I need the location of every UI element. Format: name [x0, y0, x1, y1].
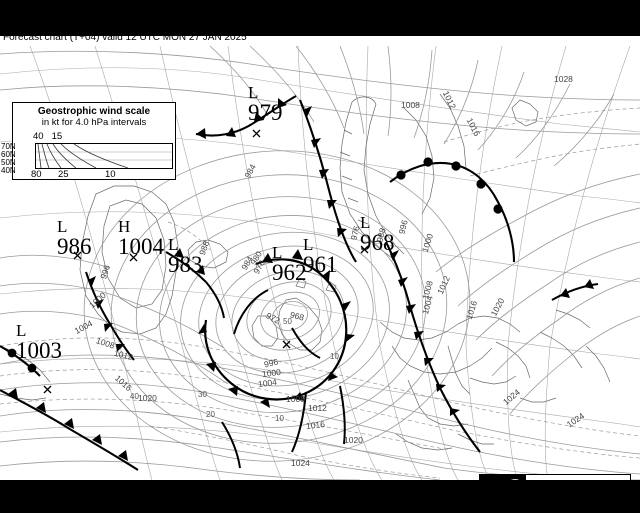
chart-title-strip: Forecast chart (T+04) valid 12 UTC MON 2…	[0, 36, 640, 48]
isobar-label: 1008	[286, 394, 305, 404]
geostrophic-wind-scale-legend: Geostrophic wind scale in kt for 4.0 hPa…	[1, 102, 176, 180]
pressure-centre-low-986: L 986	[57, 218, 92, 258]
wind-scale-top-values: 40 15	[33, 131, 70, 142]
page-title: Forecast chart (T+04) valid 12 UTC MON 2…	[3, 36, 247, 43]
wind-scale-bottom-value: 10	[105, 169, 116, 180]
wind-scale-latitude: 70N	[1, 142, 16, 151]
pressure-centre-low-961: L 961	[303, 236, 338, 276]
pressure-type-label: L	[16, 321, 27, 340]
pressure-centre-low-1003: L 1003	[16, 322, 62, 362]
pressure-value-label: 968	[360, 230, 395, 255]
wind-scale-grid	[35, 143, 173, 169]
pressure-centre-high-1004: H 1004	[118, 218, 164, 258]
wind-scale-latitude: 50N	[1, 158, 16, 167]
pressure-value-label: 961	[303, 252, 338, 277]
pressure-centre-low-968: L 968	[360, 214, 395, 254]
pressure-value-label: 986	[57, 234, 92, 259]
pressure-value-label: 979	[248, 100, 283, 125]
map-panel[interactable]: L 979 L 986 H 1004 L 983 L 968 L 962 L 9…	[0, 46, 640, 480]
wind-scale-bottom-value: 80	[31, 169, 42, 180]
longitude-label: 10	[275, 414, 284, 423]
bottom-black-bar	[0, 480, 640, 513]
wind-scale-subtitle: in kt for 4.0 hPa intervals	[41, 117, 147, 128]
pressure-centre-low-979: L 979	[248, 84, 283, 124]
isobar-label: 1020	[344, 435, 363, 445]
pressure-centre-low-962: L 962	[272, 244, 307, 284]
longitude-label: 10	[330, 352, 339, 361]
wind-scale-top-value: 40	[33, 131, 44, 142]
pressure-type-label: L	[248, 83, 259, 102]
longitude-label: 20	[206, 410, 215, 419]
synoptic-map-graphics	[0, 46, 640, 480]
isobar-label: 1016	[305, 419, 326, 431]
pressure-value-label: 1004	[118, 234, 164, 259]
pressure-value-label: 983	[168, 252, 203, 277]
longitude-label: 30	[198, 390, 207, 399]
pressure-value-label: 1003	[16, 338, 62, 363]
isobar-label: 1012	[308, 403, 327, 413]
pressure-type-label: L	[360, 213, 371, 232]
wind-scale-bottom-value: 25	[58, 169, 69, 180]
wind-scale-title: Geostrophic wind scale	[37, 106, 151, 117]
pressure-type-label: L	[57, 217, 68, 236]
isobar-label: 1024	[291, 458, 310, 468]
longitude-label: 50	[283, 317, 292, 326]
met-office-logo-icon: Met Office	[480, 475, 526, 480]
isobar-label: 1028	[554, 74, 573, 84]
longitude-label: 40	[130, 392, 139, 401]
pressure-value-label: 962	[272, 260, 307, 285]
wind-scale-latitude: 60N	[1, 150, 16, 159]
pressure-type-label: L	[303, 235, 314, 254]
wind-scale-top-value: 15	[51, 131, 63, 142]
isobar-label: 1020	[138, 393, 157, 403]
isobar-label: 1008	[401, 100, 420, 110]
pressure-centre-low-983: L 983	[168, 236, 203, 276]
pressure-type-label: H	[118, 217, 131, 236]
pressure-type-label: L	[168, 235, 179, 254]
met-office-attribution[interactable]: Met Office metoffice.gov.uk © Crown Copy…	[479, 474, 631, 480]
wind-scale-latitude: 40N	[1, 166, 16, 175]
pressure-type-label: L	[272, 243, 283, 262]
